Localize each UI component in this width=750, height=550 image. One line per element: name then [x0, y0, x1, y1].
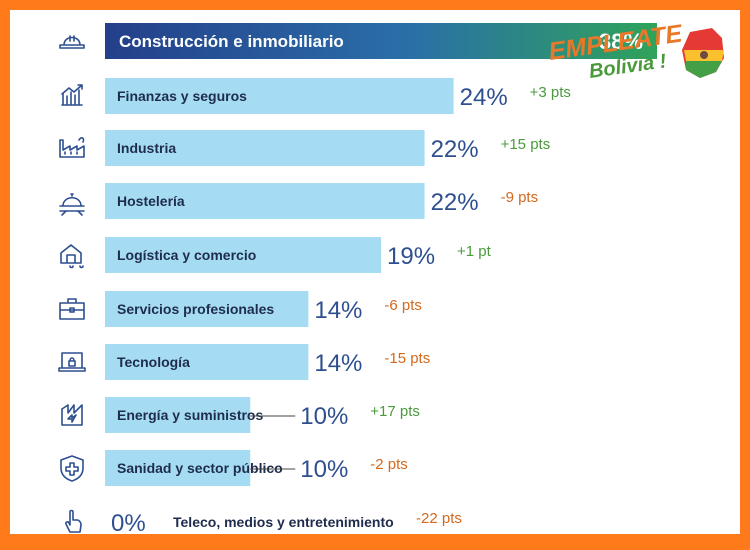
change-label: +1 pt	[457, 243, 492, 260]
category-label: Hostelería	[117, 193, 185, 209]
change-label: -2 pts	[370, 456, 408, 473]
category-label: Logística y comercio	[117, 247, 256, 263]
category-label: Teleco, medios y entretenimiento	[173, 514, 394, 530]
sector-bar-chart: Construcción e inmobiliario 38% Finanzas y…	[58, 19, 724, 534]
value-label: 14%	[314, 350, 362, 377]
bar-9	[105, 450, 251, 486]
bar-6	[105, 291, 309, 327]
finance-chart-icon	[61, 84, 83, 106]
bar-4	[105, 183, 425, 219]
bar-8	[105, 397, 251, 433]
value-label: 14%	[314, 297, 362, 324]
laptop-lock-icon	[58, 352, 86, 372]
bars-group	[105, 23, 657, 486]
bar-2	[105, 78, 454, 114]
energy-icon	[61, 404, 83, 426]
category-label: Finanzas y seguros	[117, 88, 247, 104]
value-label: 22%	[431, 189, 479, 216]
bar-1	[105, 23, 657, 59]
change-label: +17 pts	[370, 403, 420, 420]
category-label: Servicios profesionales	[117, 301, 274, 317]
category-label: Industria	[117, 140, 176, 156]
change-label: -6 pts	[384, 297, 422, 314]
change-label: -15 pts	[384, 350, 430, 367]
value-label: 19%	[387, 243, 435, 270]
value-label: 22%	[431, 136, 479, 163]
cloche-icon	[59, 193, 85, 216]
shield-cross-icon	[60, 455, 84, 482]
hand-pointer-icon	[65, 509, 82, 533]
bolivia-map-icon	[682, 28, 724, 78]
factory-icon	[59, 137, 85, 158]
value-label: 10%	[300, 456, 348, 483]
sector-icons	[58, 35, 86, 533]
value-label: 10%	[300, 403, 348, 430]
value-label: 24%	[460, 84, 508, 111]
change-label: +3 pts	[530, 84, 571, 101]
category-label: Energía y suministros	[117, 407, 263, 423]
category-label: Tecnología	[117, 354, 190, 370]
value-label: 38%	[599, 29, 643, 54]
chart-frame: Construcción e inmobiliario 38% Finanzas y…	[10, 10, 740, 534]
delivery-truck-icon	[60, 244, 84, 269]
bar-5	[105, 237, 381, 273]
change-label: -9 pts	[501, 189, 539, 206]
change-label: +15 pts	[501, 136, 551, 153]
category-label: Sanidad y sector público	[117, 460, 283, 476]
bar-7	[105, 344, 309, 380]
briefcase-icon	[59, 298, 85, 320]
hard-hat-icon	[59, 35, 85, 49]
bar-3	[105, 130, 425, 166]
category-label: Construcción e inmobiliario	[119, 32, 344, 51]
value-label: 0%	[111, 510, 146, 534]
labels-group: Construcción e inmobiliario 38% Finanzas y…	[111, 29, 643, 534]
change-label: -22 pts	[416, 510, 462, 527]
